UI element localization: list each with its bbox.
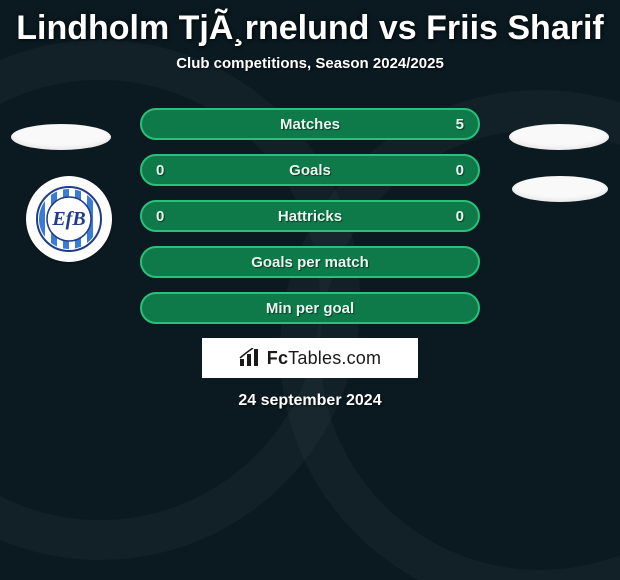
stat-label: Min per goal <box>176 300 444 317</box>
stat-row: Matches 5 <box>140 108 480 140</box>
player-right-oval-2 <box>512 176 608 202</box>
bar-chart-icon <box>239 348 261 368</box>
stat-row: Goals per match <box>140 246 480 278</box>
page-subtitle: Club competitions, Season 2024/2025 <box>0 55 620 72</box>
club-badge: EfB <box>26 176 112 262</box>
footer-brand-text: FcTables.com <box>267 348 381 369</box>
stat-row: 0 Hattricks 0 <box>140 200 480 232</box>
player-left-oval <box>11 124 111 150</box>
stat-right: 5 <box>444 116 464 133</box>
stat-right: 0 <box>444 208 464 225</box>
page-title: Lindholm TjÃ¸rnelund vs Friis Sharif <box>0 10 620 47</box>
footer-brand: FcTables.com <box>202 338 418 378</box>
stat-right: 0 <box>444 162 464 179</box>
stat-left: 0 <box>156 162 176 179</box>
footer-brand-regular: Tables.com <box>288 348 381 368</box>
club-badge-text: EfB <box>51 208 85 230</box>
stat-label: Goals <box>176 162 444 179</box>
player-right-oval-1 <box>509 124 609 150</box>
stat-left: 0 <box>156 208 176 225</box>
stat-row: 0 Goals 0 <box>140 154 480 186</box>
stat-label: Matches <box>176 116 444 133</box>
footer-brand-bold: Fc <box>267 348 288 368</box>
stat-row: Min per goal <box>140 292 480 324</box>
stat-label: Hattricks <box>176 208 444 225</box>
stats-bars: Matches 5 0 Goals 0 0 Hattricks 0 Goals … <box>140 108 480 324</box>
footer-date: 24 september 2024 <box>0 392 620 410</box>
stat-label: Goals per match <box>176 254 444 271</box>
